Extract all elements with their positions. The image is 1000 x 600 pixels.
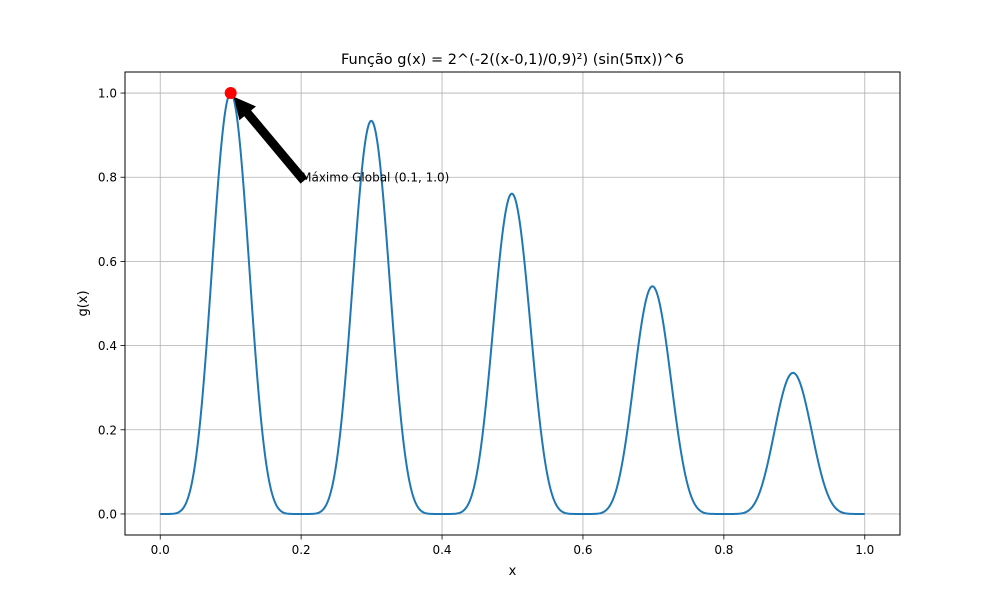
grid-lines [125, 72, 900, 535]
y-tick-label: 0.2 [98, 423, 117, 437]
y-tick-label: 0.0 [98, 507, 117, 521]
y-tick-label: 0.4 [98, 339, 117, 353]
plot-frame [124, 71, 901, 536]
axis-ticks: 0.0 0.2 0.4 0.6 0.8 1.0 0.0 0.2 0.4 0.6 0.8 1.0 [98, 87, 874, 557]
y-tick-label: 0.8 [98, 171, 117, 185]
series-layer [159, 92, 866, 515]
chart-title: Função g(x) = 2^(-2((x-0,1)/0,9)²) (sin(… [341, 52, 684, 68]
x-tick-label: 1.0 [855, 543, 874, 557]
series-line [159, 92, 866, 515]
annotation-layer: Máximo Global (0.1, 1.0) [224, 87, 449, 185]
x-tick-label: 0.2 [292, 543, 311, 557]
y-tick-label: 1.0 [98, 87, 117, 101]
y-tick-label: 0.6 [98, 255, 117, 269]
annotation-arrow [233, 96, 308, 184]
x-tick-label: 0.8 [714, 543, 733, 557]
x-axis-label: x [509, 564, 517, 579]
x-tick-label: 0.0 [151, 543, 170, 557]
x-tick-label: 0.4 [432, 543, 451, 557]
x-tick-label: 0.6 [573, 543, 592, 557]
global-max-marker [224, 87, 237, 100]
y-axis-label: g(x) [76, 290, 91, 316]
annotation-text: Máximo Global (0.1, 1.0) [301, 171, 449, 185]
